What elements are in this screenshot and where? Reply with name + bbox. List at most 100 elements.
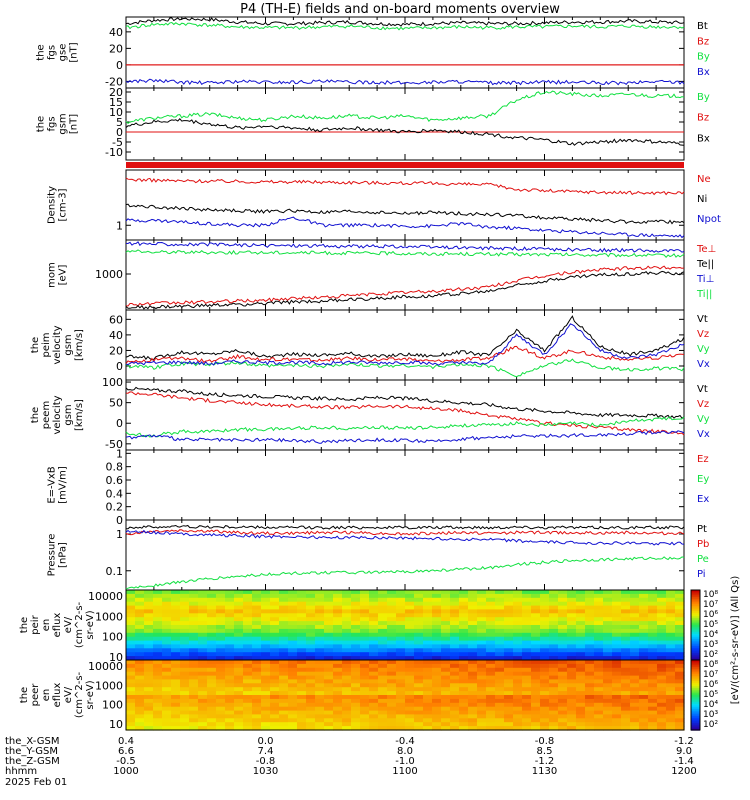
heatmap-cell bbox=[288, 605, 298, 611]
heatmap-cell bbox=[180, 695, 190, 700]
heatmap-cell bbox=[378, 609, 388, 614]
heatmap-cell bbox=[162, 644, 172, 649]
heatmap-cell bbox=[414, 621, 424, 626]
heatmap-cell bbox=[468, 710, 478, 716]
heatmap-cell bbox=[378, 590, 388, 595]
heatmap-cell bbox=[513, 663, 523, 669]
heatmap-cell bbox=[378, 644, 388, 649]
heatmap-cell bbox=[153, 656, 163, 661]
heatmap-cell bbox=[567, 640, 577, 646]
heatmap-cell bbox=[360, 652, 370, 657]
heatmap-cell bbox=[639, 593, 649, 599]
heatmap-cell bbox=[252, 648, 262, 653]
heatmap-cell bbox=[126, 656, 136, 661]
heatmap-cell bbox=[504, 652, 514, 657]
heatmap-cell bbox=[387, 698, 397, 704]
heatmap-cell bbox=[315, 605, 325, 611]
heatmap-cell bbox=[135, 656, 145, 661]
heatmap-cell bbox=[405, 691, 415, 696]
heatmap-cell bbox=[279, 613, 289, 618]
heatmap-cell bbox=[522, 714, 532, 719]
heatmap-cell bbox=[648, 644, 658, 649]
heatmap-cell bbox=[603, 675, 613, 681]
heatmap-cell bbox=[279, 687, 289, 692]
heatmap-cell bbox=[387, 593, 397, 599]
heatmap-cell bbox=[342, 698, 352, 704]
heatmap-cell bbox=[513, 691, 523, 696]
heatmap-cell bbox=[495, 621, 505, 626]
heatmap-cell bbox=[450, 613, 460, 618]
heatmap-cell bbox=[594, 675, 604, 681]
colorbar-segment bbox=[691, 698, 700, 701]
heatmap-cell bbox=[657, 648, 667, 653]
heatmap-cell bbox=[333, 702, 343, 708]
heatmap-cell bbox=[441, 714, 451, 719]
heatmap-cell bbox=[621, 687, 631, 692]
heatmap-cell bbox=[324, 726, 334, 731]
heatmap-cell bbox=[315, 617, 325, 622]
heatmap-cell bbox=[198, 605, 208, 611]
heatmap-cell bbox=[288, 706, 298, 712]
heatmap-cell bbox=[531, 660, 541, 665]
heatmap-cell bbox=[333, 714, 343, 719]
heatmap-cell bbox=[567, 691, 577, 696]
heatmap-cell bbox=[603, 695, 613, 700]
heatmap-cell bbox=[513, 617, 523, 622]
heatmap-cell bbox=[243, 593, 253, 599]
heatmap-cell bbox=[540, 660, 550, 665]
heatmap-cell bbox=[639, 617, 649, 622]
heatmap-cell bbox=[369, 722, 379, 727]
heatmap-cell bbox=[639, 632, 649, 638]
heatmap-cell bbox=[126, 698, 136, 704]
heatmap-cell bbox=[495, 667, 505, 673]
heatmap-cell bbox=[621, 648, 631, 653]
heatmap-cell bbox=[261, 640, 271, 646]
heatmap-cell bbox=[288, 679, 298, 684]
legend-ez: Ez bbox=[697, 454, 709, 465]
heatmap-cell bbox=[432, 718, 442, 723]
heatmap-cell bbox=[387, 726, 397, 731]
heatmap-cell bbox=[225, 671, 235, 677]
heatmap-cell bbox=[666, 702, 676, 708]
heatmap-cell bbox=[315, 722, 325, 727]
heatmap-cell bbox=[549, 590, 559, 595]
heatmap-cell bbox=[603, 652, 613, 657]
x-row-value: -1.2 bbox=[674, 736, 694, 747]
heatmap-cell bbox=[477, 597, 487, 603]
heatmap-cell bbox=[612, 722, 622, 727]
heatmap-cell bbox=[639, 714, 649, 719]
heatmap-cell bbox=[270, 675, 280, 681]
heatmap-cell bbox=[630, 613, 640, 618]
heatmap-cell bbox=[162, 601, 172, 607]
heatmap-cell bbox=[405, 683, 415, 688]
heatmap-cell bbox=[486, 625, 496, 630]
heatmap-cell bbox=[567, 698, 577, 704]
heatmap-cell bbox=[531, 695, 541, 700]
heatmap-cell bbox=[612, 671, 622, 677]
x-row-label: the_X-GSM bbox=[5, 736, 59, 747]
heatmap-cell bbox=[198, 601, 208, 607]
heatmap-cell bbox=[342, 679, 352, 684]
heatmap-cell bbox=[576, 691, 586, 696]
colorbar-segment bbox=[691, 605, 700, 609]
heatmap-cell bbox=[252, 718, 262, 723]
y-tick-label: 1000 bbox=[95, 679, 123, 692]
heatmap-cell bbox=[675, 593, 685, 599]
heatmap-cell bbox=[243, 675, 253, 681]
heatmap-cell bbox=[387, 671, 397, 677]
heatmap-cell bbox=[459, 698, 469, 704]
heatmap-cell bbox=[387, 609, 397, 614]
y-tick-label: 20 bbox=[109, 86, 123, 99]
heatmap-cell bbox=[324, 621, 334, 626]
heatmap-cell bbox=[378, 636, 388, 642]
heatmap-cell bbox=[603, 714, 613, 719]
heatmap-cell bbox=[351, 663, 361, 669]
y-tick-label: -10 bbox=[105, 146, 123, 159]
heatmap-cell bbox=[207, 628, 217, 634]
heatmap-cell bbox=[333, 667, 343, 673]
heatmap-cell bbox=[441, 625, 451, 630]
heatmap-cell bbox=[387, 706, 397, 712]
heatmap-cell bbox=[324, 609, 334, 614]
heatmap-cell bbox=[630, 632, 640, 638]
heatmap-cell bbox=[666, 714, 676, 719]
